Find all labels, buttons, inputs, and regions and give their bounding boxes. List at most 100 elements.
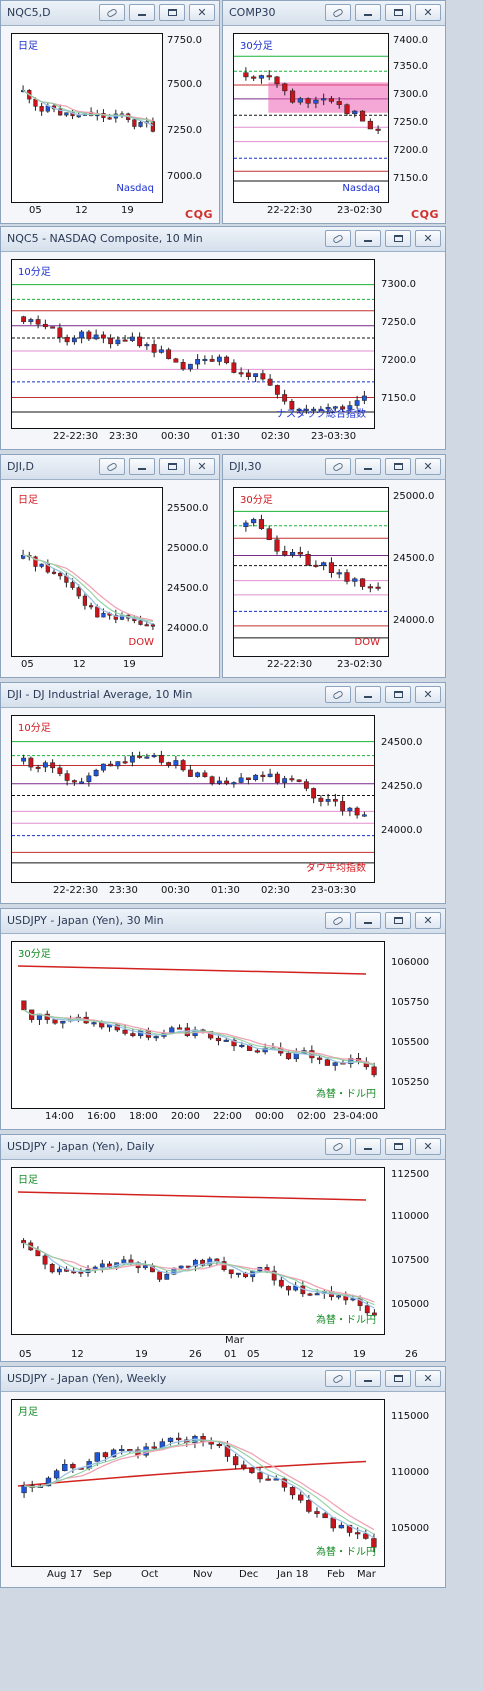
candle bbox=[202, 358, 208, 361]
x-axis: 22-22:30 23-02:30 bbox=[233, 203, 389, 219]
title-bar[interactable]: DJI - DJ Industrial Average, 10 Min ✕ bbox=[1, 683, 445, 708]
minimize-button[interactable] bbox=[355, 686, 381, 703]
maximize-button[interactable] bbox=[159, 4, 185, 21]
candle bbox=[297, 98, 303, 103]
maximize-button[interactable] bbox=[385, 230, 411, 247]
chart-plot-area[interactable]: 10分足 ダウ平均指数 bbox=[11, 715, 375, 883]
candle bbox=[303, 781, 309, 789]
close-button[interactable]: ✕ bbox=[415, 686, 441, 703]
chart-window-nqc5-daily[interactable]: NQC5,D ✕ 日足 Nasdaq 7750.0 7500.0 7250.0 … bbox=[0, 0, 220, 224]
price-chart bbox=[234, 55, 388, 182]
minimize-button[interactable] bbox=[129, 4, 155, 21]
candle bbox=[21, 316, 27, 322]
chart-plot-area[interactable]: 30分足 Nasdaq bbox=[233, 33, 389, 203]
chart-window-usdjpy-weekly[interactable]: USDJPY - Japan (Yen), Weekly ✕ 月足 為替・ドル円… bbox=[0, 1366, 446, 1588]
close-button[interactable]: ✕ bbox=[189, 4, 215, 21]
close-button[interactable]: ✕ bbox=[415, 912, 441, 929]
link-button[interactable] bbox=[325, 458, 351, 475]
maximize-button[interactable] bbox=[385, 1370, 411, 1387]
chart-window-dji-10min[interactable]: DJI - DJ Industrial Average, 10 Min ✕ 10… bbox=[0, 682, 446, 904]
chart-plot-area[interactable]: 月足 為替・ドル円 bbox=[11, 1399, 385, 1567]
x-tick: 22-22:30 bbox=[267, 205, 313, 216]
link-button[interactable] bbox=[325, 1138, 351, 1155]
minimize-button[interactable] bbox=[355, 4, 381, 21]
maximize-button[interactable] bbox=[385, 1138, 411, 1155]
link-icon bbox=[106, 7, 118, 18]
chart-window-comp30[interactable]: COMP30 ✕ 30分足 Nasdaq 7400.0 7350.0 7300.… bbox=[222, 0, 446, 224]
chart-window-usdjpy-30min[interactable]: USDJPY - Japan (Yen), 30 Min ✕ 30分足 為替・ド… bbox=[0, 908, 446, 1130]
title-bar[interactable]: NQC5 - NASDAQ Composite, 10 Min ✕ bbox=[1, 227, 445, 252]
candle bbox=[347, 405, 353, 410]
maximize-button[interactable] bbox=[385, 686, 411, 703]
minimize-button[interactable] bbox=[355, 458, 381, 475]
minimize-button[interactable] bbox=[355, 1370, 381, 1387]
link-button[interactable] bbox=[325, 230, 351, 247]
title-bar[interactable]: USDJPY - Japan (Yen), Weekly ✕ bbox=[1, 1367, 445, 1392]
minimize-button[interactable] bbox=[355, 912, 381, 929]
title-bar[interactable]: DJI,D ✕ bbox=[1, 455, 219, 480]
link-button[interactable] bbox=[99, 4, 125, 21]
title-bar[interactable]: NQC5,D ✕ bbox=[1, 1, 219, 26]
maximize-button[interactable] bbox=[159, 458, 185, 475]
link-button[interactable] bbox=[325, 1370, 351, 1387]
x-tick: 16:00 bbox=[87, 1111, 116, 1122]
chart-plot-area[interactable]: 日足 Nasdaq bbox=[11, 33, 163, 203]
cqg-logo: CQG bbox=[411, 208, 439, 221]
window-title: USDJPY - Japan (Yen), 30 Min bbox=[7, 914, 164, 927]
title-bar[interactable]: USDJPY - Japan (Yen), Daily ✕ bbox=[1, 1135, 445, 1160]
close-button[interactable]: ✕ bbox=[189, 458, 215, 475]
link-button[interactable] bbox=[99, 458, 125, 475]
minimize-button[interactable] bbox=[355, 1138, 381, 1155]
candle bbox=[20, 554, 26, 559]
x-tick: 23-02:30 bbox=[337, 205, 383, 216]
chart-plot-area[interactable]: 日足 DOW bbox=[11, 487, 163, 657]
chart-plot-area[interactable]: 日足 為替・ドル円 bbox=[11, 1167, 385, 1335]
title-bar[interactable]: COMP30 ✕ bbox=[223, 1, 445, 26]
candle bbox=[224, 780, 230, 784]
close-button[interactable]: ✕ bbox=[415, 4, 441, 21]
chart-window-usdjpy-daily[interactable]: USDJPY - Japan (Yen), Daily ✕ 日足 為替・ドル円 … bbox=[0, 1134, 446, 1362]
maximize-icon bbox=[393, 235, 403, 242]
chart-plot-area[interactable]: 10分足 ナスダック総合指数 bbox=[11, 259, 375, 429]
link-button[interactable] bbox=[325, 4, 351, 21]
maximize-button[interactable] bbox=[385, 912, 411, 929]
close-button[interactable]: ✕ bbox=[415, 1138, 441, 1155]
close-button[interactable]: ✕ bbox=[415, 1370, 441, 1387]
y-tick: 24000.0 bbox=[167, 623, 209, 634]
candle bbox=[338, 1524, 345, 1529]
minimize-button[interactable] bbox=[355, 230, 381, 247]
candle bbox=[110, 1449, 117, 1458]
close-button[interactable]: ✕ bbox=[415, 458, 441, 475]
y-tick: 7200.0 bbox=[381, 355, 416, 366]
maximize-button[interactable] bbox=[385, 458, 411, 475]
title-bar[interactable]: DJI,30 ✕ bbox=[223, 455, 445, 480]
minimize-button[interactable] bbox=[129, 458, 155, 475]
maximize-button[interactable] bbox=[385, 4, 411, 21]
close-icon: ✕ bbox=[423, 1372, 433, 1385]
chart-window-dji-30min[interactable]: DJI,30 ✕ 30分足 DOW 25000.0 24500.0 24000.… bbox=[222, 454, 446, 678]
candle bbox=[62, 1463, 68, 1472]
ma-line-short bbox=[24, 1438, 375, 1539]
candle bbox=[245, 777, 251, 780]
close-button[interactable]: ✕ bbox=[415, 230, 441, 247]
candle bbox=[306, 1499, 312, 1512]
link-button[interactable] bbox=[325, 686, 351, 703]
candle bbox=[128, 1259, 134, 1263]
x-tick: 05 bbox=[247, 1349, 260, 1360]
y-tick: 110000 bbox=[391, 1211, 430, 1222]
candle bbox=[138, 122, 143, 127]
candle bbox=[278, 1279, 284, 1287]
x-tick: Nov bbox=[193, 1569, 213, 1580]
chart-plot-area[interactable]: 30分足 DOW bbox=[233, 487, 389, 657]
link-button[interactable] bbox=[325, 912, 351, 929]
candle bbox=[354, 807, 360, 816]
chart-window-nqc5-10min[interactable]: NQC5 - NASDAQ Composite, 10 Min ✕ 10分足 ナ… bbox=[0, 226, 446, 450]
y-tick: 105250 bbox=[391, 1077, 430, 1088]
minimize-icon bbox=[364, 239, 372, 242]
title-bar[interactable]: USDJPY - Japan (Yen), 30 Min ✕ bbox=[1, 909, 445, 934]
chart-plot-area[interactable]: 30分足 為替・ドル円 bbox=[11, 941, 385, 1109]
chart-window-dji-daily[interactable]: DJI,D ✕ 日足 DOW 25500.0 25000.0 24500.0 2… bbox=[0, 454, 220, 678]
candle bbox=[231, 362, 237, 373]
x-tick: 05 bbox=[21, 659, 34, 670]
minimize-icon bbox=[364, 695, 372, 698]
